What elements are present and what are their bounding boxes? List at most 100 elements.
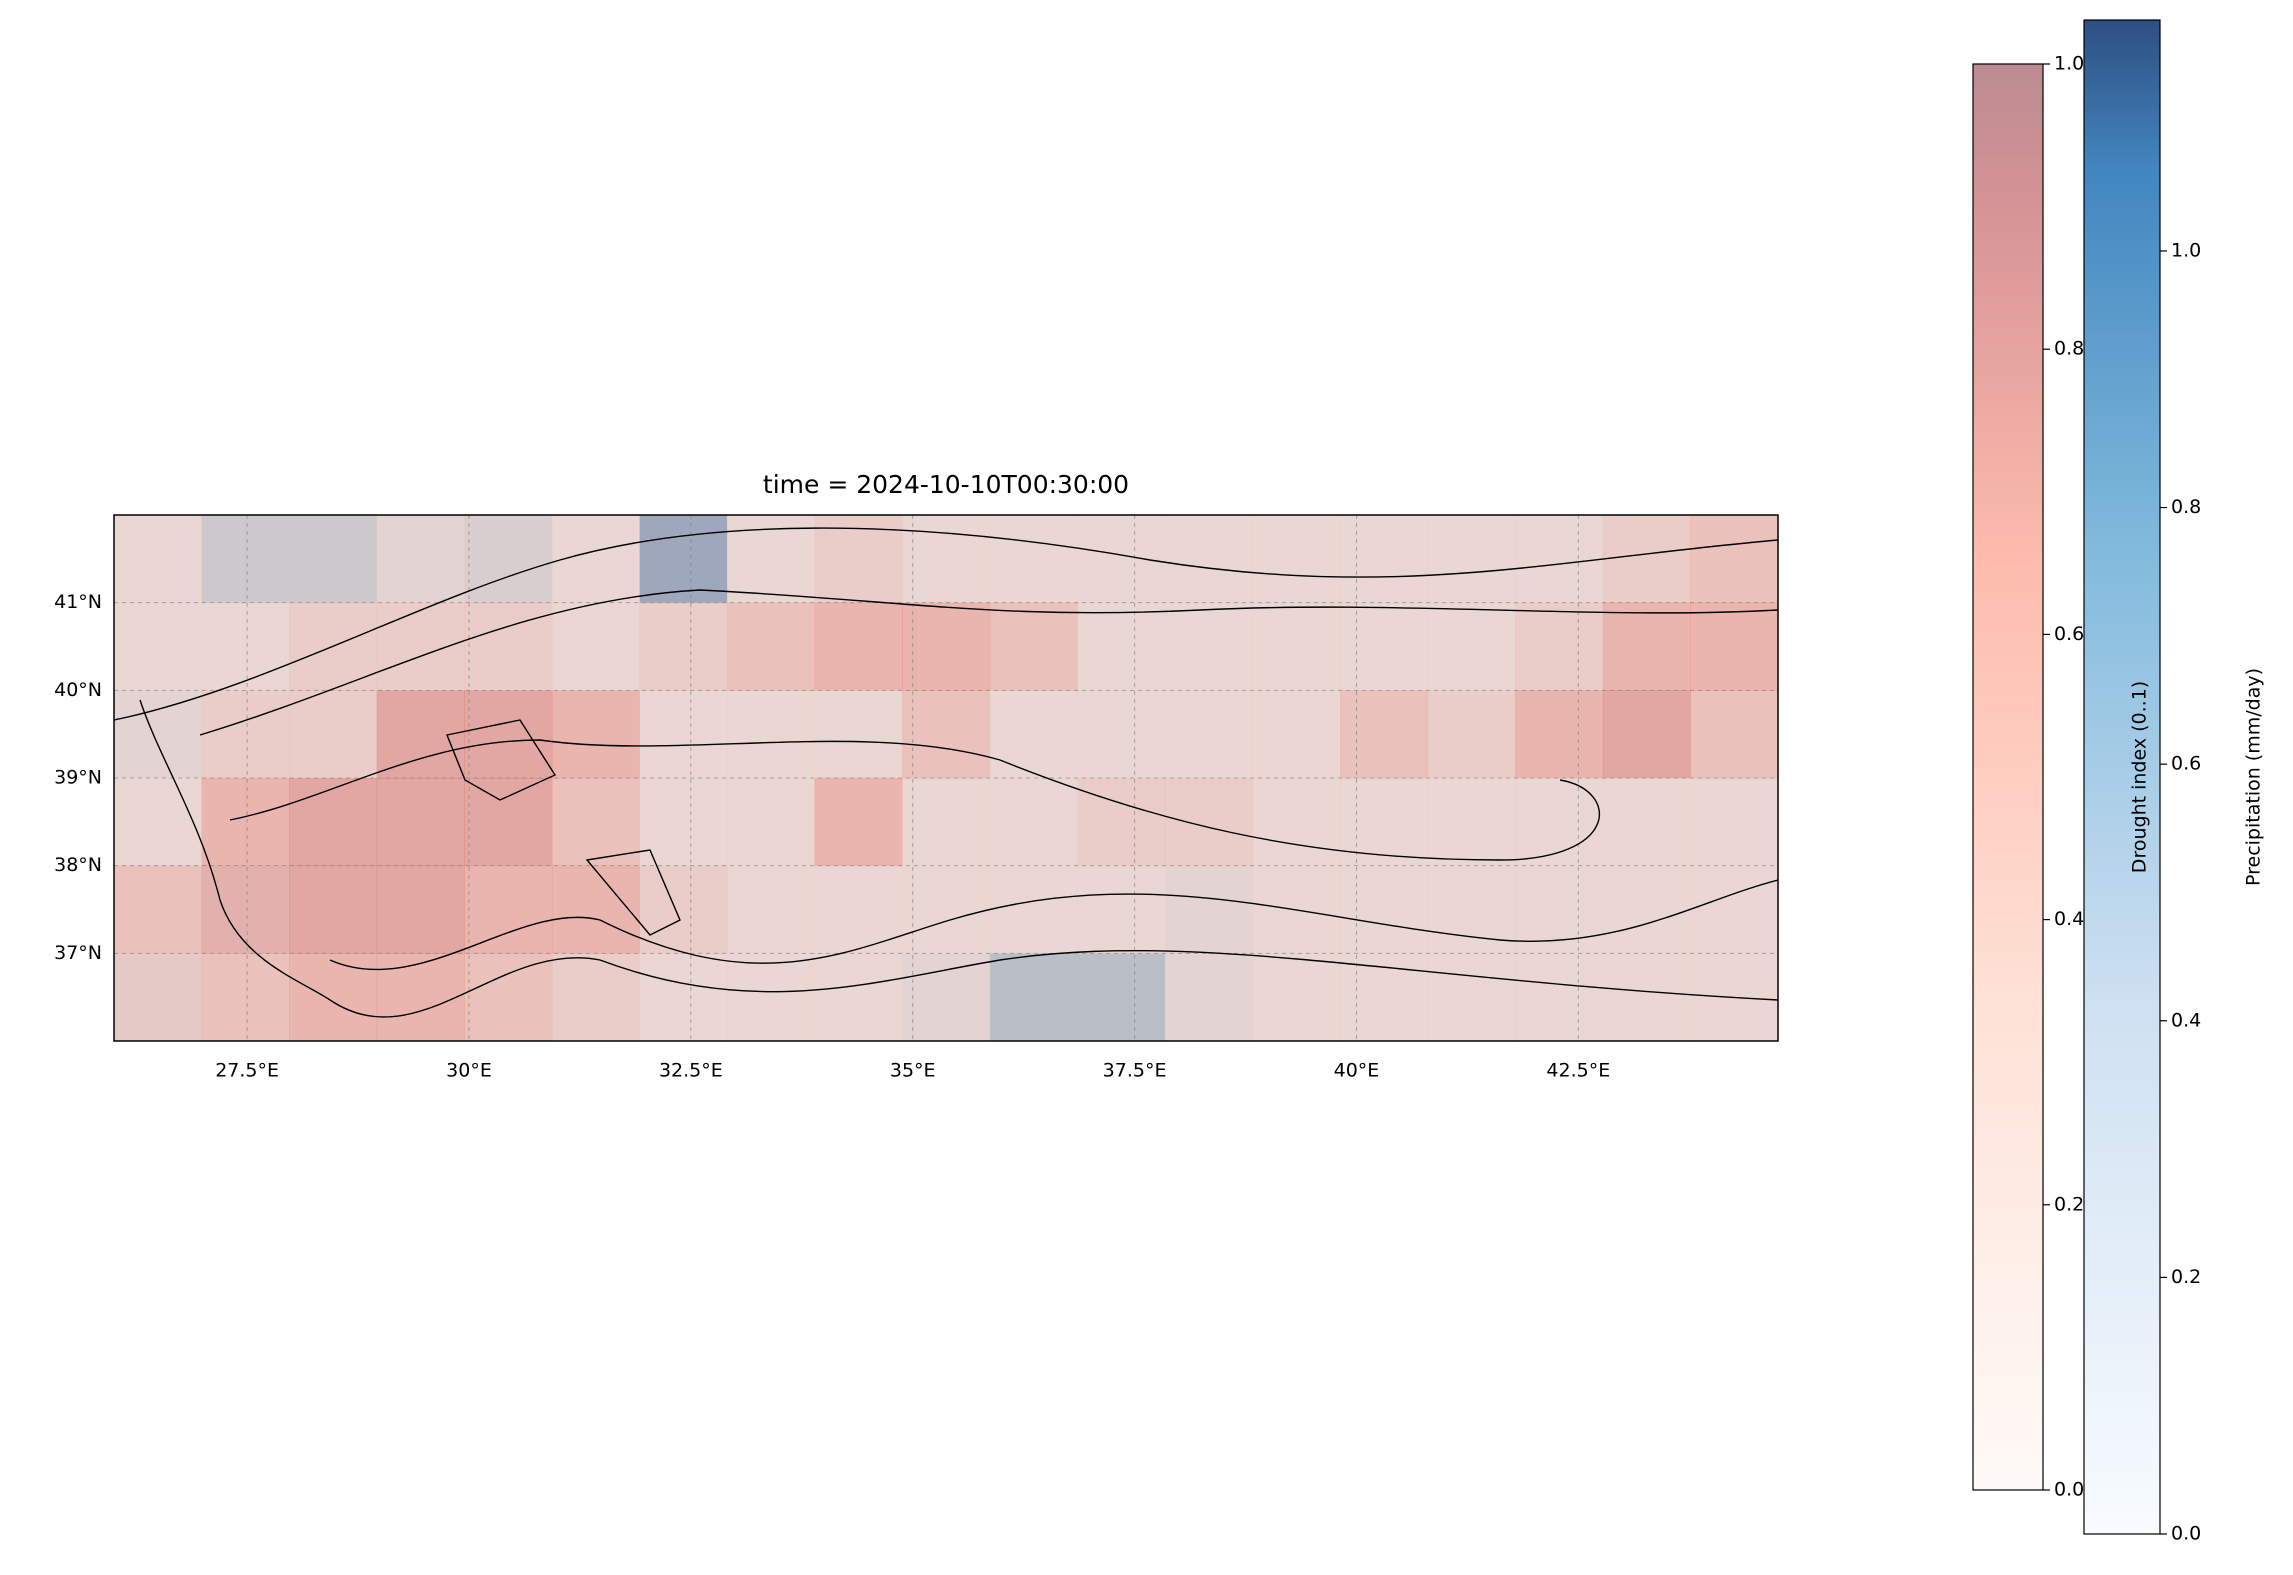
- precip-cell: [114, 953, 203, 1041]
- drought-cell: [1077, 953, 1166, 1041]
- colorbar-frame: [1972, 63, 2044, 1491]
- precip-cell: [289, 690, 378, 779]
- contour-line: [446, 719, 557, 801]
- drought-cell: [989, 953, 1078, 1041]
- precip-cell: [1515, 953, 1604, 1041]
- drought-cell: [114, 778, 203, 867]
- drought-cell: [1340, 690, 1429, 779]
- precip-cell: [989, 953, 1078, 1041]
- drought-cell: [902, 602, 991, 691]
- precip-cell: [289, 778, 378, 867]
- drought-cell: [639, 690, 728, 779]
- drought-cell: [1077, 515, 1166, 604]
- precip-cell: [1515, 515, 1604, 604]
- drought-cell: [201, 953, 290, 1041]
- precip-cell: [1340, 865, 1429, 954]
- drought-cell: [1252, 778, 1341, 867]
- precip-cell: [1427, 602, 1516, 691]
- precip-cell: [1602, 865, 1691, 954]
- precip-cell: [1515, 865, 1604, 954]
- drought-cell: [551, 865, 640, 954]
- precip-cell: [464, 865, 553, 954]
- y-tick-label: 38°N: [54, 854, 102, 876]
- drought-cell: [1077, 690, 1166, 779]
- drought-cell: [551, 690, 640, 779]
- drought-cell: [727, 690, 816, 779]
- drought-cell: [727, 953, 816, 1041]
- precip-cell: [551, 865, 640, 954]
- precip-cell: [989, 778, 1078, 867]
- precip-cell: [464, 515, 553, 604]
- precip-cell: [551, 602, 640, 691]
- map-title: time = 2024-10-10T00:30:00: [763, 470, 1129, 499]
- contour-line: [329, 949, 1778, 1018]
- drought-cell: [1427, 865, 1516, 954]
- drought-cell: [289, 515, 378, 604]
- precip-cell: [1690, 778, 1778, 867]
- precip-cell: [1690, 602, 1778, 691]
- precip-cell: [551, 515, 640, 604]
- drought-cell: [1690, 690, 1778, 779]
- precip-cell: [289, 865, 378, 954]
- drought-cell: [1077, 778, 1166, 867]
- drought-cell: [551, 778, 640, 867]
- precip-cell: [989, 602, 1078, 691]
- precip-cell: [814, 953, 903, 1041]
- drought-cell: [902, 690, 991, 779]
- precip-cell: [1602, 953, 1691, 1041]
- precip-cell: [201, 865, 290, 954]
- precip-cell: [114, 602, 203, 691]
- colorbar-tick-label: 0.0: [2171, 1523, 2201, 1545]
- precip-cell: [289, 515, 378, 604]
- drought-cell: [814, 602, 903, 691]
- precip-cell: [1077, 953, 1166, 1041]
- precip-cell: [1515, 690, 1604, 779]
- precip-cell: [727, 690, 816, 779]
- drought-cell: [201, 865, 290, 954]
- drought-cell: [1515, 515, 1604, 604]
- drought-cell: [376, 778, 465, 867]
- drought-cell: [464, 602, 553, 691]
- precip-cell: [1077, 778, 1166, 867]
- drought-cell: [1164, 953, 1254, 1041]
- y-tick-label: 40°N: [54, 679, 102, 701]
- precip-cell: [1340, 690, 1429, 779]
- drought-cell: [201, 778, 290, 867]
- precip-cell: [1164, 778, 1254, 867]
- precip-cell: [1427, 778, 1516, 867]
- precip-cell: [1077, 865, 1166, 954]
- precip-cell: [989, 690, 1078, 779]
- precip-cell: [1602, 778, 1691, 867]
- drought-cell: [1427, 515, 1516, 604]
- precip-cell: [639, 953, 728, 1041]
- colorbar-tick-label: 0.4: [2171, 1009, 2201, 1031]
- y-tick-label: 37°N: [54, 942, 102, 964]
- drought-cell: [1340, 953, 1429, 1041]
- precip-cell: [464, 953, 553, 1041]
- drought-cell: [551, 602, 640, 691]
- drought-cell: [902, 515, 991, 604]
- precip-cell: [551, 953, 640, 1041]
- x-tick-label: 35°E: [890, 1060, 936, 1082]
- precip-cell: [727, 602, 816, 691]
- precip-cell: [902, 865, 991, 954]
- precip-cell: [1252, 778, 1341, 867]
- drought-cell: [1427, 778, 1516, 867]
- drought-cell: [1340, 778, 1429, 867]
- drought-cell: [1077, 865, 1166, 954]
- precip-cell: [201, 690, 290, 779]
- drought-cell: [989, 865, 1078, 954]
- drought-cell: [1602, 953, 1691, 1041]
- drought-cell: [201, 602, 290, 691]
- drought-cell: [1427, 953, 1516, 1041]
- drought-cell: [289, 865, 378, 954]
- precip-cell: [814, 690, 903, 779]
- drought-cell: [902, 953, 991, 1041]
- drought-cell: [902, 778, 991, 867]
- precip-cell: [1690, 690, 1778, 779]
- drought-cell: [464, 690, 553, 779]
- precip-cell: [639, 602, 728, 691]
- precip-cell: [1427, 865, 1516, 954]
- precip-cell: [376, 515, 465, 604]
